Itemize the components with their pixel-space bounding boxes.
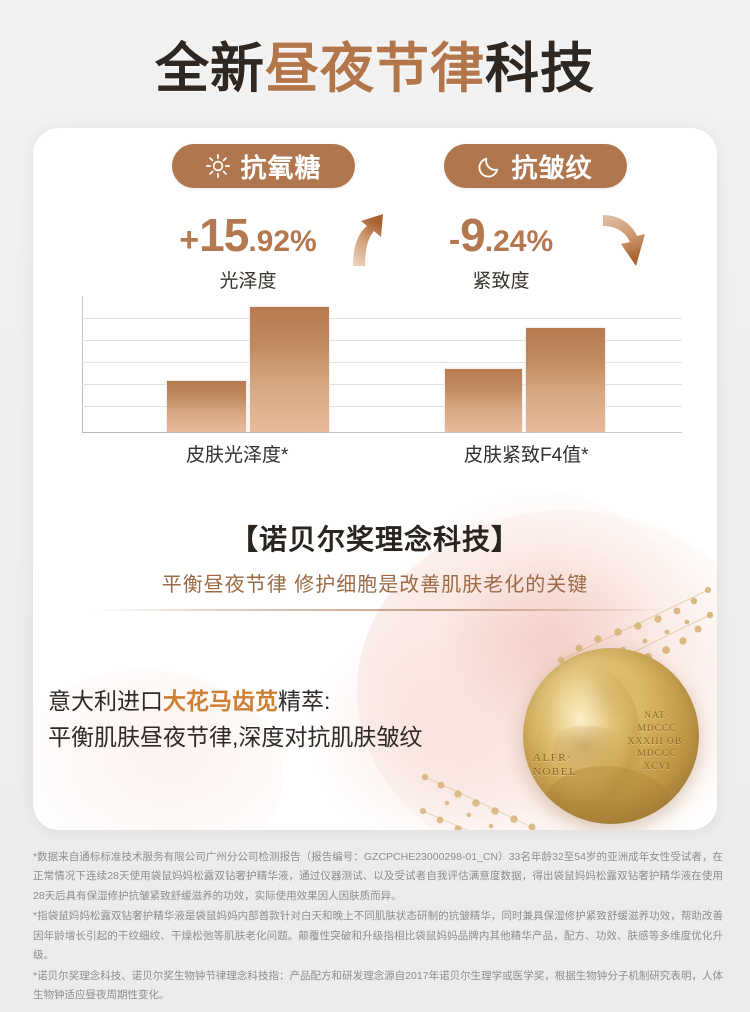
chart-gridline: [82, 340, 682, 341]
page-title-part-2: 昼夜节律: [265, 38, 485, 99]
medal-inscription-left: ALFR· NOBEL: [533, 752, 578, 778]
stat-gloss-value: + 15 .92%: [128, 212, 368, 258]
chart-gridline: [82, 406, 682, 407]
stat-firmness-sign: -: [448, 221, 461, 259]
chart-bar: [249, 306, 330, 432]
ingredient-suffix: 精萃:: [278, 688, 331, 714]
content-card: 抗氧糖 抗皱纹 + 15 .92% 光泽度: [33, 128, 717, 830]
page-title-part-1: 全新: [155, 38, 265, 99]
footnote-item: *指袋鼠妈妈松露双钻奢护精华液是袋鼠妈妈内部首款针对白天和晚上不同肌肤状态研制的…: [33, 910, 723, 962]
chart-y-axis: [82, 296, 83, 433]
ingredient-line-2: 平衡肌肤昼夜节律,深度对抗肌肤皱纹: [48, 723, 423, 750]
ingredient-line-1: 意大利进口大花马齿苋精萃:: [48, 684, 488, 720]
ingredient-block: 意大利进口大花马齿苋精萃: 平衡肌肤昼夜节律,深度对抗肌肤皱纹: [48, 684, 488, 755]
footnotes: *数据来自通标标准技术服务有限公司广州分公司检测报告（报告编号：GZCPCHE2…: [33, 848, 723, 1006]
badge-row: 抗氧糖 抗皱纹: [33, 144, 717, 194]
stat-gloss: + 15 .92% 光泽度: [128, 212, 368, 293]
chart-x-axis: [82, 432, 682, 433]
badge-label-anti-wrinkle: 抗皱纹: [511, 152, 593, 183]
page-title-part-3: 科技: [485, 38, 595, 99]
section-divider: [91, 609, 659, 611]
nobel-medal: ALFR· NOBEL NAT· MDCCC XXXIII OB· MDCCC …: [523, 648, 699, 824]
ingredient-prefix: 意大利进口: [48, 688, 163, 714]
nobel-medal-area: ALFR· NOBEL NAT· MDCCC XXXIII OB· MDCCC …: [419, 586, 717, 830]
chart-gridline: [82, 362, 682, 363]
arrow-up-curved-icon: [347, 210, 393, 273]
footnote-item: *诺贝尔奖理念科技、诺贝尔奖生物钟节律理念科技指：产品配方和研发理念源自2017…: [33, 969, 723, 1001]
badge-anti-wrinkle[interactable]: 抗皱纹: [444, 144, 627, 188]
chart-gridline: [82, 384, 682, 385]
chart-bar: [444, 368, 523, 432]
badge-anti-oxidation[interactable]: 抗氧糖: [172, 144, 355, 188]
arrow-down-curved-icon: [601, 212, 651, 275]
chart-x-tick-label: 皮肤光泽度*: [186, 445, 289, 466]
nobel-heading: 【诺贝尔奖理念科技】: [229, 524, 520, 555]
stat-gloss-sign: +: [179, 221, 200, 259]
ingredient-highlight: 大花马齿苋: [163, 688, 278, 714]
chart-gridline: [82, 318, 682, 319]
stat-firmness-integer: 9: [460, 209, 486, 261]
moon-icon: [478, 154, 502, 178]
chart-x-tick-label: 皮肤紧致F4值*: [464, 445, 589, 466]
bar-chart: 皮肤光泽度* 皮肤紧致F4值*: [82, 296, 682, 466]
stat-firmness-value: - 9 .24%: [381, 212, 621, 258]
chart-plot-area: [82, 296, 682, 433]
stat-firmness-fraction: .24%: [484, 225, 554, 258]
stat-gloss-fraction: .92%: [248, 225, 317, 258]
chart-bar: [525, 327, 606, 432]
medal-inscription-right: NAT· MDCCC XXXIII OB· MDCCC XCVI: [627, 711, 687, 773]
sun-icon: [205, 153, 231, 179]
chart-bar: [166, 380, 247, 432]
medal-portrait-beard: [553, 726, 623, 778]
stat-gloss-label: 光泽度: [219, 271, 277, 292]
badge-label-anti-oxidation: 抗氧糖: [240, 152, 322, 183]
nobel-subheading: 平衡昼夜节律 修护细胞是改善肌肤老化的关键: [161, 574, 589, 596]
stat-firmness: - 9 .24% 紧致度: [381, 212, 621, 293]
stat-firmness-label: 紧致度: [472, 271, 530, 292]
footnote-item: *数据来自通标标准技术服务有限公司广州分公司检测报告（报告编号：GZCPCHE2…: [33, 851, 723, 902]
page-title: 全新 昼夜节律 科技: [0, 26, 750, 100]
stat-gloss-integer: 15: [199, 209, 249, 261]
